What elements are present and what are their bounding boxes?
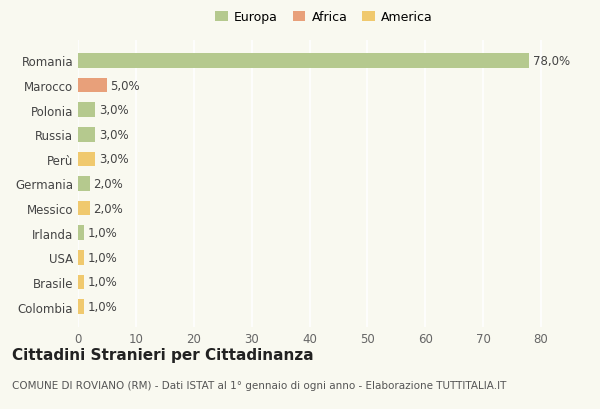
- Text: 1,0%: 1,0%: [87, 300, 117, 313]
- Text: 2,0%: 2,0%: [93, 202, 123, 215]
- Legend: Europa, Africa, America: Europa, Africa, America: [210, 6, 438, 29]
- Text: 3,0%: 3,0%: [99, 104, 128, 117]
- Bar: [78, 177, 89, 191]
- Bar: [78, 128, 95, 142]
- Text: 3,0%: 3,0%: [99, 153, 128, 166]
- Text: Cittadini Stranieri per Cittadinanza: Cittadini Stranieri per Cittadinanza: [12, 348, 314, 363]
- Text: 1,0%: 1,0%: [87, 251, 117, 264]
- Text: 1,0%: 1,0%: [87, 276, 117, 289]
- Text: 78,0%: 78,0%: [533, 55, 570, 68]
- Bar: [78, 226, 84, 240]
- Bar: [78, 299, 84, 314]
- Bar: [78, 152, 95, 167]
- Bar: [78, 275, 84, 290]
- Bar: [78, 201, 89, 216]
- Text: COMUNE DI ROVIANO (RM) - Dati ISTAT al 1° gennaio di ogni anno - Elaborazione TU: COMUNE DI ROVIANO (RM) - Dati ISTAT al 1…: [12, 380, 506, 390]
- Bar: [78, 54, 529, 69]
- Bar: [78, 79, 107, 93]
- Text: 2,0%: 2,0%: [93, 178, 123, 191]
- Text: 5,0%: 5,0%: [110, 79, 140, 92]
- Text: 1,0%: 1,0%: [87, 227, 117, 240]
- Bar: [78, 103, 95, 118]
- Text: 3,0%: 3,0%: [99, 128, 128, 142]
- Bar: [78, 250, 84, 265]
